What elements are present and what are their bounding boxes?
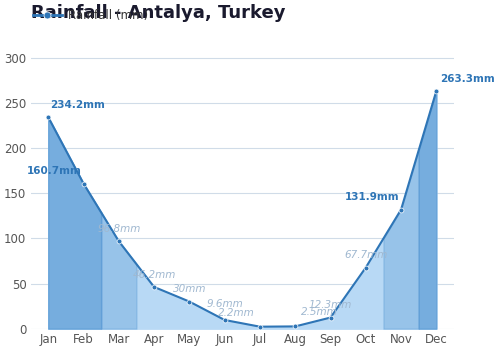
Text: 263.3mm: 263.3mm bbox=[440, 74, 494, 84]
Legend: Rainfall (mm): Rainfall (mm) bbox=[28, 4, 153, 27]
Text: 160.7mm: 160.7mm bbox=[27, 166, 82, 176]
Text: Rainfall - Antalya, Turkey: Rainfall - Antalya, Turkey bbox=[30, 4, 285, 22]
Text: 234.2mm: 234.2mm bbox=[50, 100, 105, 110]
Text: 2.5mm: 2.5mm bbox=[300, 307, 338, 317]
Text: 96.8mm: 96.8mm bbox=[97, 224, 140, 234]
Text: 30mm: 30mm bbox=[172, 284, 206, 294]
Text: 131.9mm: 131.9mm bbox=[344, 193, 400, 202]
Text: 9.6mm: 9.6mm bbox=[206, 299, 243, 309]
Text: 2.2mm: 2.2mm bbox=[218, 308, 254, 318]
Text: 67.7mm: 67.7mm bbox=[344, 250, 388, 260]
Text: 46.2mm: 46.2mm bbox=[132, 270, 176, 280]
Text: 12.3mm: 12.3mm bbox=[309, 300, 352, 310]
